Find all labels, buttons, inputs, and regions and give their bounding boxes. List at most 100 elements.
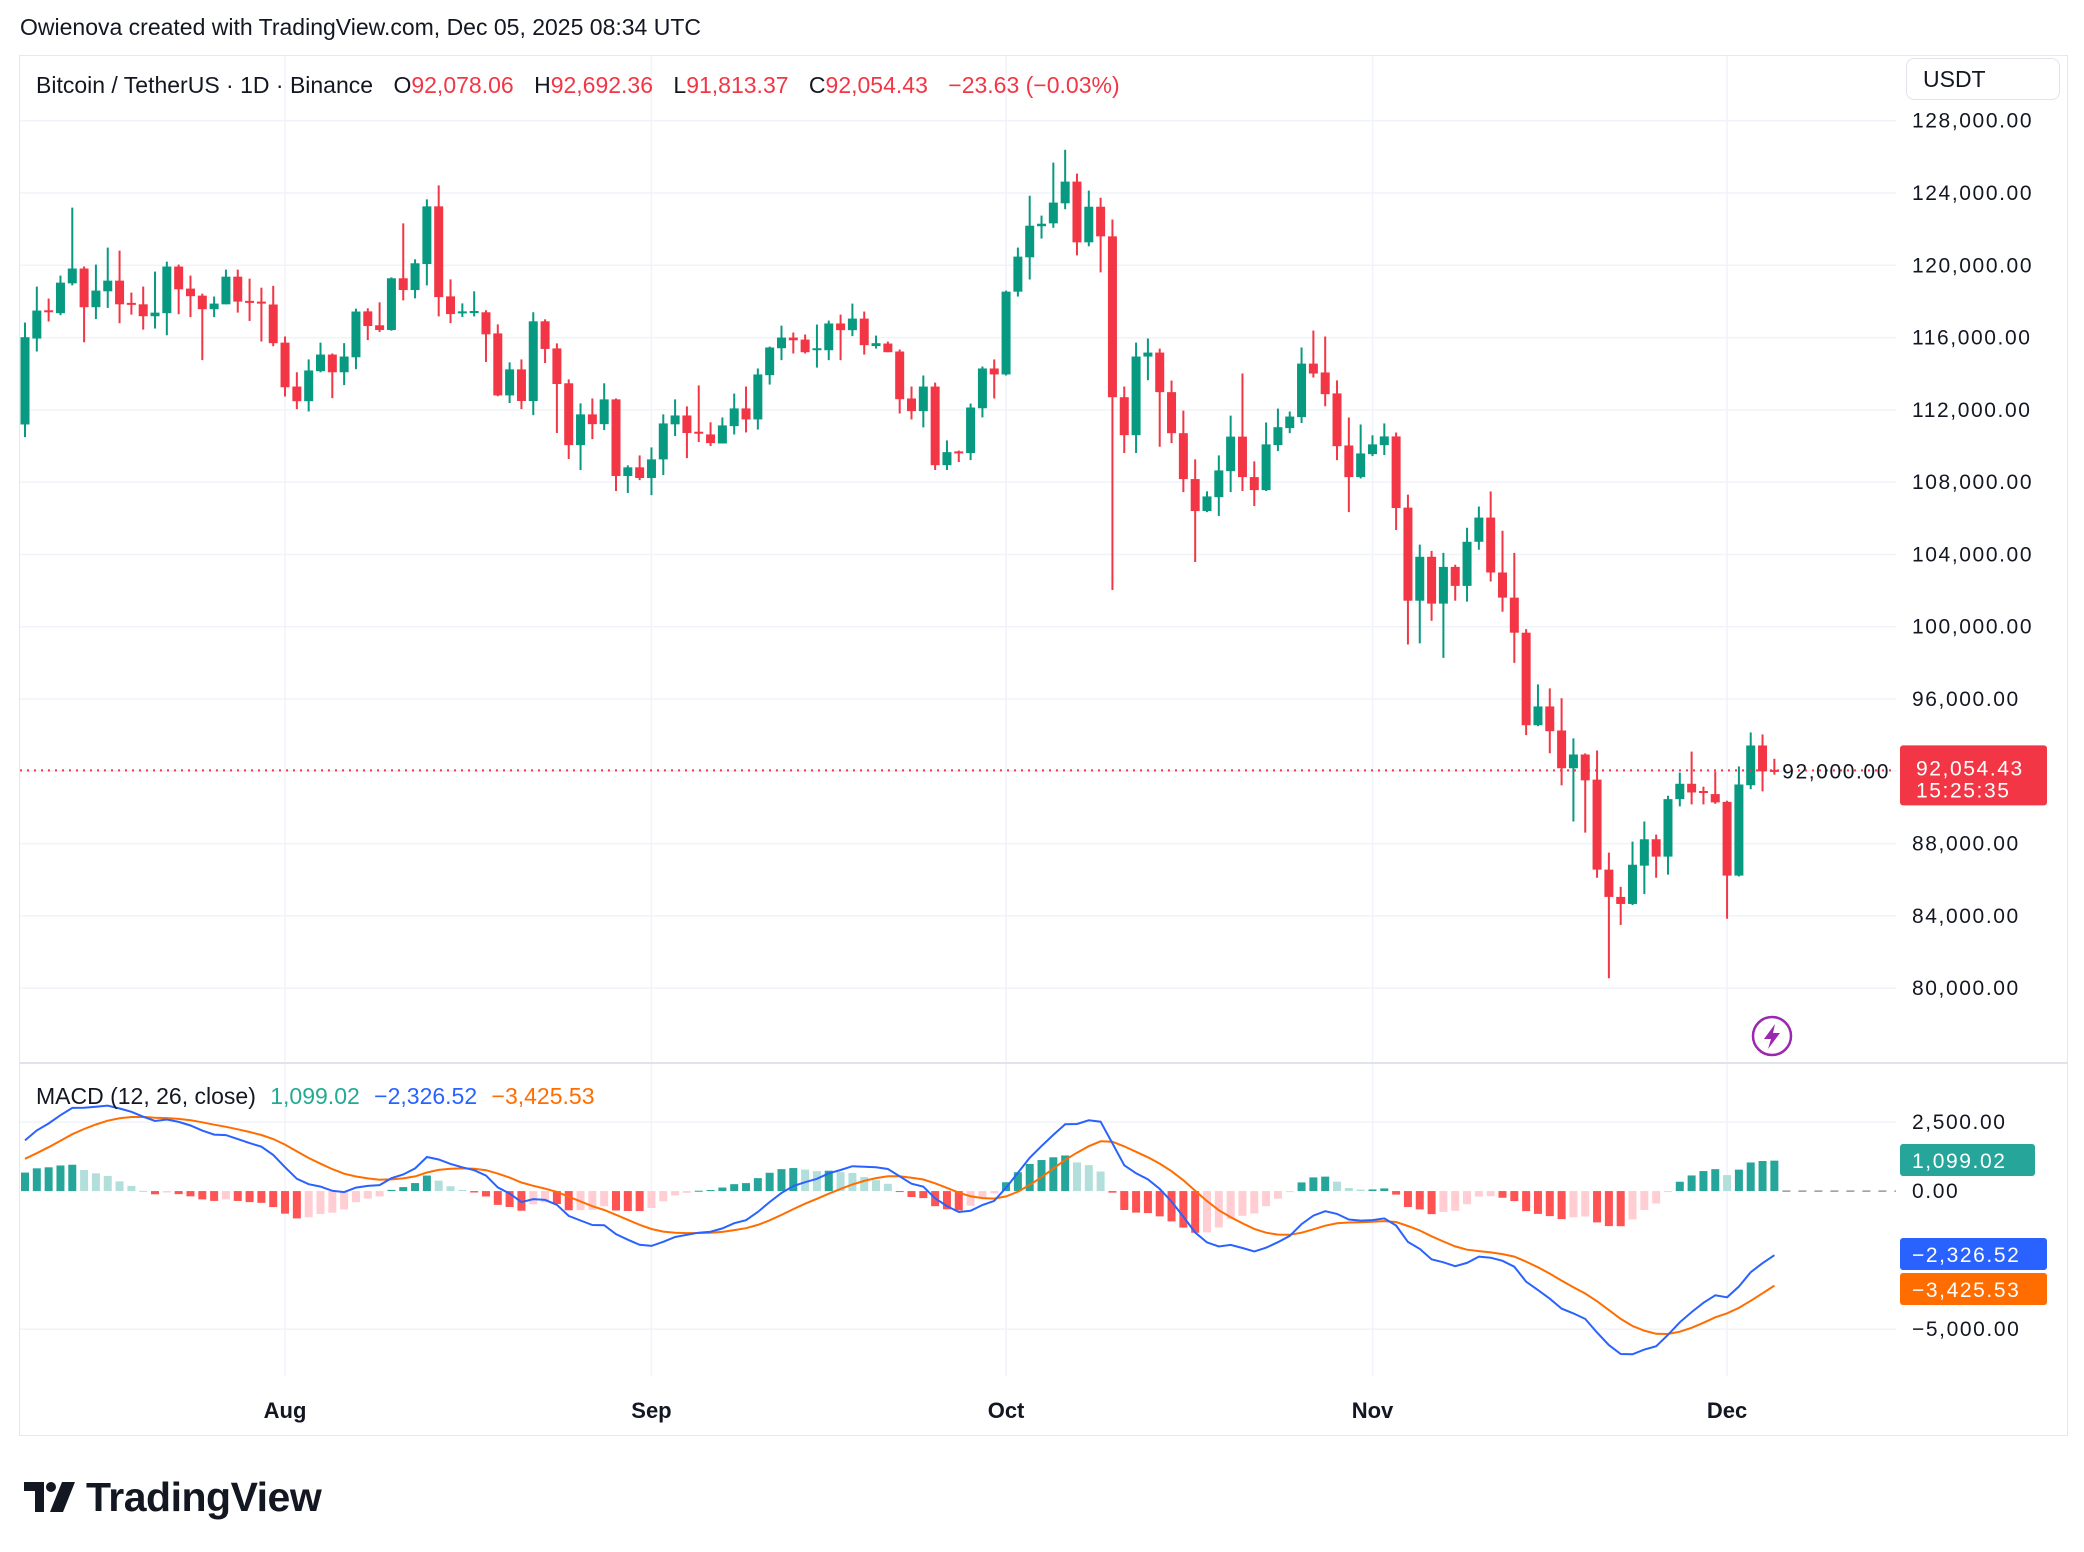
candle-body	[1391, 436, 1401, 508]
candle-body	[1639, 839, 1649, 866]
macd-histogram-bar	[470, 1191, 479, 1193]
candle-body	[32, 310, 42, 339]
candle	[1486, 491, 1496, 582]
candle	[469, 291, 479, 317]
candle-body	[765, 347, 775, 376]
candle-body	[1013, 256, 1023, 292]
time-tick-label: Oct	[988, 1398, 1025, 1423]
macd-histogram-bar	[174, 1191, 183, 1195]
macd-histogram-bar	[1652, 1191, 1661, 1204]
macd-histogram-bar	[1096, 1171, 1105, 1192]
candle-body	[1025, 225, 1035, 258]
candle	[1226, 415, 1236, 493]
candle	[1698, 786, 1708, 805]
candle-body	[1308, 363, 1318, 374]
macd-histogram-bar	[1049, 1157, 1058, 1192]
macd-histogram-bar	[1380, 1188, 1389, 1192]
candle-body	[1037, 223, 1047, 227]
candle-body	[1048, 202, 1058, 224]
macd-histogram-bar	[21, 1172, 29, 1192]
tradingview-logo[interactable]: TradingView	[24, 1474, 322, 1520]
candle-body	[694, 431, 704, 434]
candle-body	[1498, 572, 1507, 598]
candle-body	[1734, 784, 1744, 876]
candle	[836, 314, 846, 361]
candle-body	[824, 323, 834, 351]
candle-body	[67, 268, 77, 284]
candle-body	[1001, 291, 1011, 375]
candle-body	[528, 321, 538, 402]
candle	[1545, 688, 1555, 754]
macd-histogram-bar	[1415, 1191, 1424, 1210]
symbol-title[interactable]: Bitcoin / TetherUS · 1D · Binance	[36, 72, 374, 98]
macd-histogram-bar	[292, 1191, 301, 1219]
macd-signal-tag-bg	[1900, 1273, 2047, 1305]
candle	[55, 275, 65, 316]
candle-body	[1474, 517, 1484, 542]
candle-body	[1155, 352, 1165, 393]
candle	[942, 440, 952, 471]
candle	[516, 359, 526, 410]
candle-body	[422, 206, 432, 265]
macd-histogram-bar	[529, 1191, 538, 1205]
candle-body	[895, 351, 905, 400]
macd-histogram-bar	[221, 1191, 230, 1200]
lightning-icon[interactable]	[1751, 1015, 1793, 1057]
macd-histogram-bar	[56, 1165, 65, 1192]
last-price-tag-price: 92,054.43	[1916, 757, 2024, 780]
macd-histogram-bar	[1250, 1191, 1259, 1214]
candle-body	[1273, 427, 1283, 446]
candle	[1639, 821, 1649, 895]
macd-histogram-bar	[1545, 1191, 1554, 1217]
candle	[670, 399, 680, 437]
macd-histogram-bar	[848, 1172, 857, 1192]
candle-body	[623, 467, 633, 477]
macd-histogram-tag-bg	[1900, 1144, 2035, 1176]
macd-histogram-bar	[505, 1191, 514, 1208]
macd-title[interactable]: MACD (12, 26, close)	[36, 1083, 256, 1109]
macd-histogram-bar	[1084, 1165, 1093, 1192]
close-label: C	[808, 72, 826, 98]
candle-body	[1226, 436, 1236, 472]
candle-body	[1214, 470, 1224, 498]
candle	[339, 343, 349, 386]
macd-histogram-bar	[399, 1187, 408, 1192]
candle-body	[1190, 479, 1200, 512]
macd-histogram-bar	[1616, 1191, 1625, 1227]
candle	[1308, 330, 1318, 378]
macd-histogram-bar	[1226, 1191, 1235, 1219]
macd-histogram-bar	[269, 1191, 278, 1208]
currency-button[interactable]: USDT	[1906, 58, 2060, 100]
candle	[316, 342, 325, 373]
macd-histogram-bar	[860, 1176, 869, 1192]
candle-body	[1710, 794, 1720, 803]
macd-line-value: −2,326.52	[374, 1083, 478, 1109]
macd-histogram-bar	[600, 1191, 609, 1207]
macd-histogram-bar	[836, 1172, 845, 1192]
candle	[1769, 758, 1779, 775]
candle	[954, 450, 964, 463]
candle-body	[339, 356, 349, 373]
macd-signal-value: −3,425.53	[491, 1083, 595, 1109]
macd-histogram-bar	[233, 1191, 242, 1201]
macd-histogram-bar	[801, 1169, 810, 1192]
macd-histogram-bar	[942, 1191, 951, 1210]
macd-histogram-bar	[541, 1191, 550, 1203]
candle	[1628, 841, 1638, 906]
candle-body	[79, 268, 89, 308]
candle	[1344, 417, 1354, 513]
candle	[481, 310, 491, 362]
candle-body	[126, 302, 136, 305]
candle-body	[587, 414, 597, 425]
macd-histogram-bar	[481, 1191, 490, 1197]
candle	[138, 286, 148, 330]
macd-histogram-bar	[1392, 1191, 1401, 1195]
candle-body	[1545, 706, 1555, 732]
candle	[446, 279, 456, 324]
symbol-legend: Bitcoin / TetherUS · 1D · Binance O92,07…	[36, 72, 1120, 99]
candle-body	[150, 312, 160, 317]
candle-body	[1533, 706, 1543, 726]
macd-histogram-bar	[706, 1190, 715, 1192]
candle	[1675, 772, 1685, 807]
